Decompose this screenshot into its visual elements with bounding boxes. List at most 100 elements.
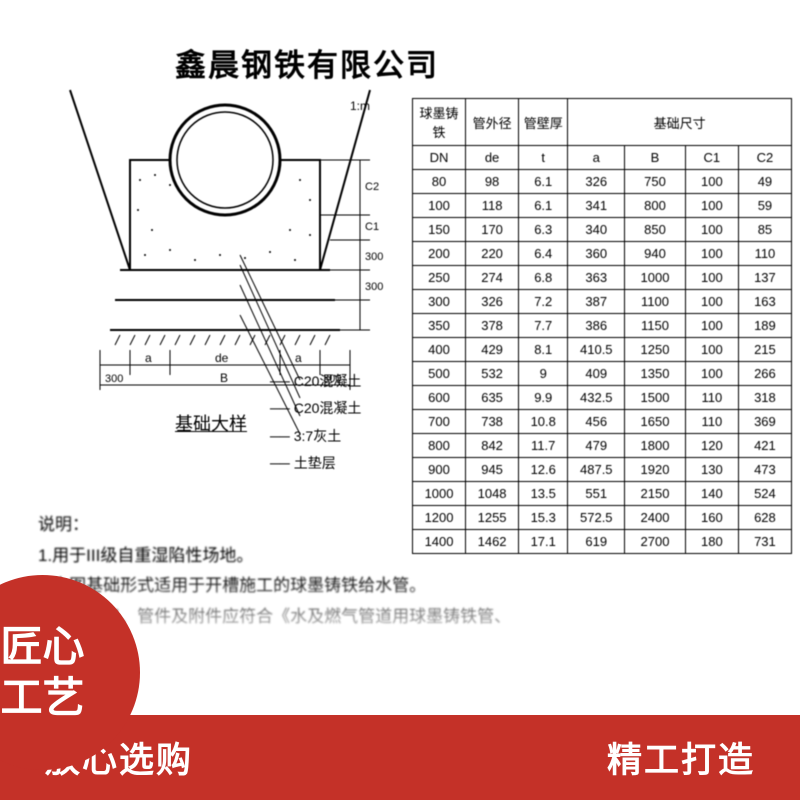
table-cell: 189 <box>738 314 791 338</box>
table-cell: 266 <box>738 362 791 386</box>
table-row: 6006359.9432.51500110318 <box>413 386 792 410</box>
table-cell: 100 <box>685 266 738 290</box>
table-cell: 1350 <box>625 362 686 386</box>
table-cell: 340 <box>568 218 625 242</box>
table-cell: 137 <box>738 266 791 290</box>
table-cell: 59 <box>738 194 791 218</box>
table-cell: 7.7 <box>519 314 568 338</box>
table-cell: 940 <box>625 242 686 266</box>
group-header: 管外径 <box>466 99 519 146</box>
table-cell: 80 <box>413 170 466 194</box>
table-row: 1501706.334085010085 <box>413 218 792 242</box>
table-cell: 2150 <box>625 482 686 506</box>
dim-a1: a <box>145 351 152 365</box>
table-cell: 15.3 <box>519 506 568 530</box>
table-cell: 250 <box>413 266 466 290</box>
table-cell: 387 <box>568 290 625 314</box>
table-cell: 350 <box>413 314 466 338</box>
table-cell: 98 <box>466 170 519 194</box>
table-cell: 341 <box>568 194 625 218</box>
table-cell: 1000 <box>413 482 466 506</box>
table-cell: 163 <box>738 290 791 314</box>
table-cell: 473 <box>738 458 791 482</box>
table-cell: 410.5 <box>568 338 625 362</box>
table-cell: 800 <box>625 194 686 218</box>
dim-a2: a <box>295 351 302 365</box>
table-cell: 386 <box>568 314 625 338</box>
table-cell: 100 <box>685 290 738 314</box>
dim-c1: C1 <box>365 221 379 233</box>
company-name: 鑫晨钢铁有限公司 <box>175 40 439 85</box>
table-cell: 300 <box>413 290 466 314</box>
table-cell: 7.2 <box>519 290 568 314</box>
table-cell: 628 <box>738 506 791 530</box>
table-row: 1400146217.16192700180731 <box>413 530 792 554</box>
table-cell: 1255 <box>466 506 519 530</box>
table-cell: 1250 <box>625 338 686 362</box>
table-cell: 1000 <box>625 266 686 290</box>
group-header: 球墨铸铁 <box>413 99 466 146</box>
table-cell: 100 <box>413 194 466 218</box>
col-header: DN <box>413 146 466 170</box>
table-cell: 8.1 <box>519 338 568 362</box>
table-cell: 750 <box>625 170 686 194</box>
table-cell: 200 <box>413 242 466 266</box>
table-cell: 6.8 <box>519 266 568 290</box>
table-cell: 1200 <box>413 506 466 530</box>
table-cell: 1500 <box>625 386 686 410</box>
group-header: 基础尺寸 <box>568 99 792 146</box>
table-cell: 326 <box>466 290 519 314</box>
table-row: 90094512.6487.51920130473 <box>413 458 792 482</box>
table-cell: 110 <box>738 242 791 266</box>
table-cell: 170 <box>466 218 519 242</box>
legend-item: ── C20混凝土 <box>270 397 361 419</box>
table-cell: 1400 <box>413 530 466 554</box>
table-row: 2502746.83631000100137 <box>413 266 792 290</box>
table-cell: 11.7 <box>519 434 568 458</box>
table-cell: 100 <box>685 314 738 338</box>
slope-label: 1:m <box>350 99 370 113</box>
table-cell: 429 <box>466 338 519 362</box>
dim-de: de <box>215 351 229 365</box>
table-cell: 180 <box>685 530 738 554</box>
dim-B: B <box>220 371 228 385</box>
dim-300v1: 300 <box>365 251 383 263</box>
group-header: 管壁厚 <box>519 99 568 146</box>
table-cell: 85 <box>738 218 791 242</box>
col-header: C1 <box>685 146 738 170</box>
banner-text-right: 精工打造 <box>607 732 755 783</box>
table-cell: 1150 <box>625 314 686 338</box>
dimension-table: 球墨铸铁 管外径 管壁厚 基础尺寸 DNdetaBC1C2 80986.1326… <box>412 98 792 554</box>
table-cell: 532 <box>466 362 519 386</box>
table-cell: 110 <box>685 410 738 434</box>
table-cell: 572.5 <box>568 506 625 530</box>
table-cell: 13.5 <box>519 482 568 506</box>
table-row: 50053294091350100266 <box>413 362 792 386</box>
dim-300l: 300 <box>105 373 123 385</box>
table-cell: 842 <box>466 434 519 458</box>
table-cell: 409 <box>568 362 625 386</box>
table-cell: 800 <box>413 434 466 458</box>
table-header-row: DNdetaBC1C2 <box>413 146 792 170</box>
table-cell: 1650 <box>625 410 686 434</box>
dim-300v2: 300 <box>365 281 383 293</box>
table-cell: 220 <box>466 242 519 266</box>
col-header: C2 <box>738 146 791 170</box>
table-cell: 120 <box>685 434 738 458</box>
table-cell: 1920 <box>625 458 686 482</box>
table-cell: 6.4 <box>519 242 568 266</box>
col-header: a <box>568 146 625 170</box>
badge-line-2: 工艺 <box>0 673 84 723</box>
table-cell: 318 <box>738 386 791 410</box>
table-cell: 10.8 <box>519 410 568 434</box>
dimension-table-area: 球墨铸铁 管外径 管壁厚 基础尺寸 DNdetaBC1C2 80986.1326… <box>412 98 792 554</box>
table-cell: 500 <box>413 362 466 386</box>
table-cell: 524 <box>738 482 791 506</box>
table-cell: 274 <box>466 266 519 290</box>
col-header: B <box>625 146 686 170</box>
ground-hatch <box>115 335 330 345</box>
table-cell: 738 <box>466 410 519 434</box>
table-cell: 130 <box>685 458 738 482</box>
table-cell: 700 <box>413 410 466 434</box>
table-cell: 600 <box>413 386 466 410</box>
